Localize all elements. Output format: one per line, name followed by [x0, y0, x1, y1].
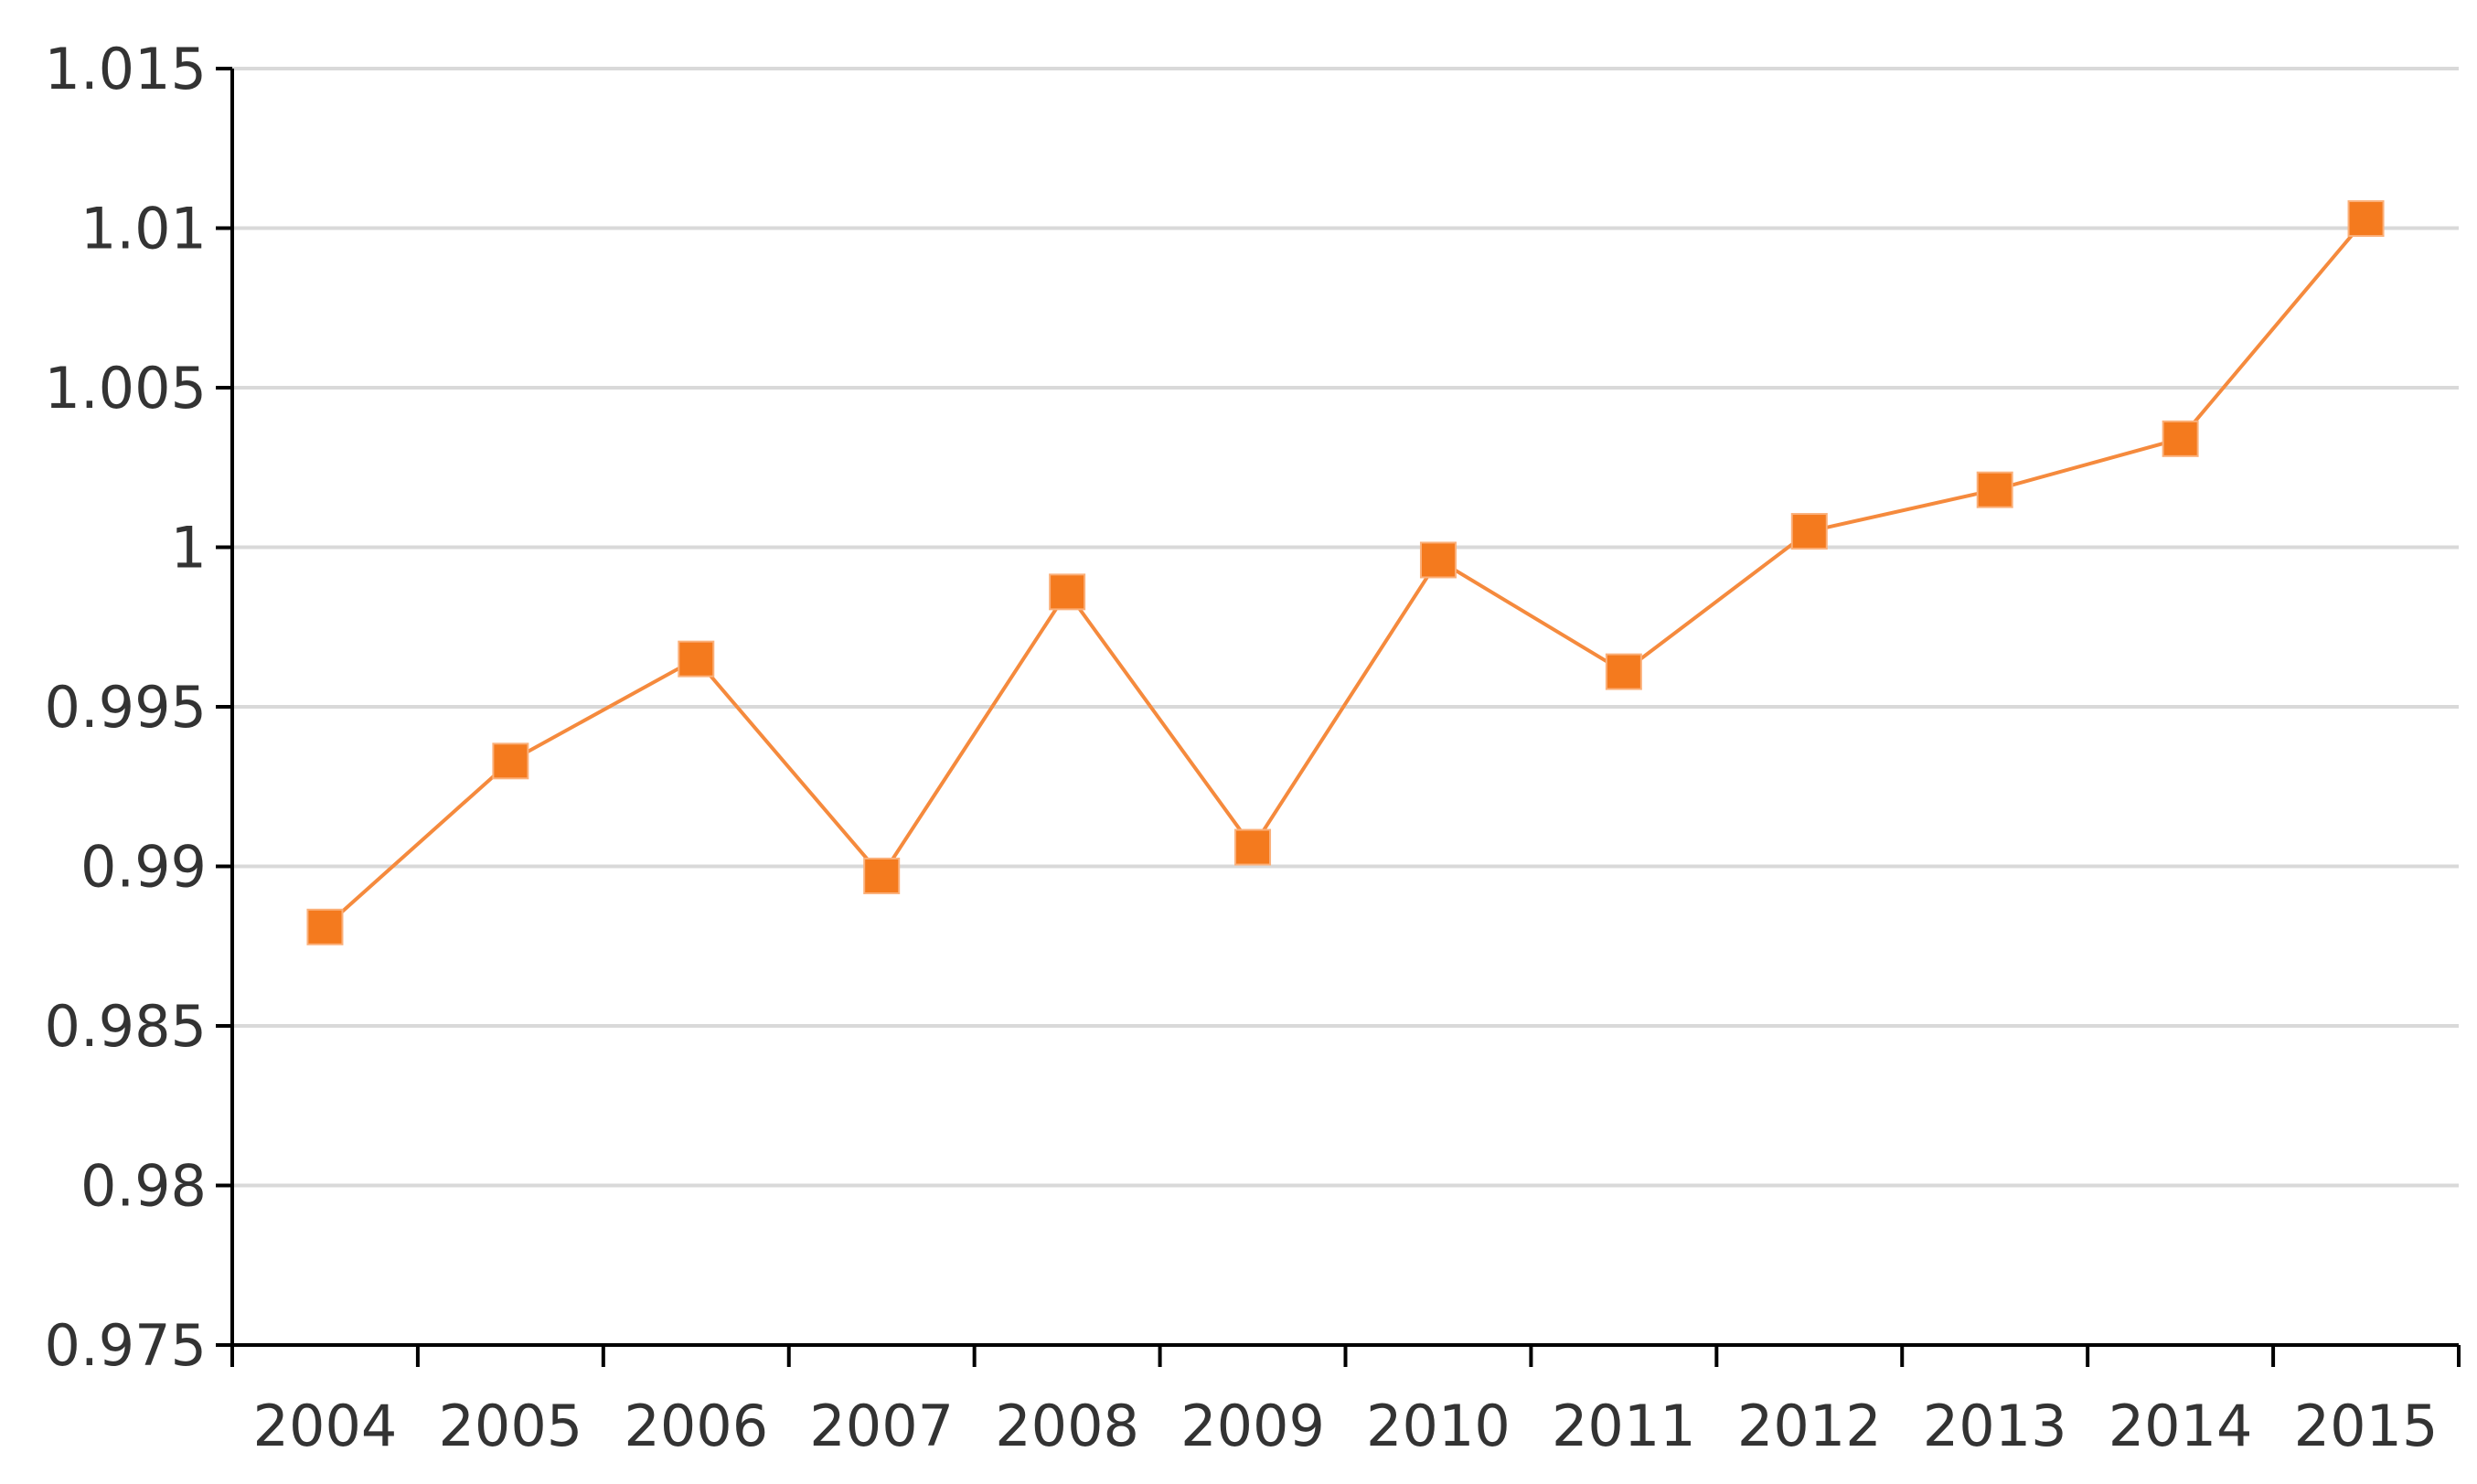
x-tick-label: 2007: [809, 1393, 954, 1459]
data-point-marker: [1049, 573, 1086, 611]
series: [306, 200, 2385, 945]
x-tick-label: 2009: [1180, 1393, 1325, 1459]
y-tick-label: 1.005: [45, 355, 208, 422]
series-line: [324, 217, 2368, 929]
x-tick-label: 2005: [438, 1393, 582, 1459]
data-point-marker: [863, 857, 901, 894]
x-axis-ticks: 2004 2005 2006 2007 2008 2009 2010 2011 2012 2013…: [230, 1345, 2461, 1459]
y-tick-label: 0.99: [80, 834, 207, 901]
x-tick-label: 2006: [624, 1393, 768, 1459]
data-point-marker: [1419, 541, 1457, 579]
y-tick-label: 0.98: [80, 1153, 207, 1220]
x-tick-label: 2013: [1923, 1393, 2067, 1459]
data-point-marker: [1790, 513, 1828, 550]
y-tick-label: 0.975: [45, 1312, 208, 1379]
x-tick-label: 2010: [1366, 1393, 1511, 1459]
y-tick-label: 0.995: [45, 674, 208, 741]
data-point-marker: [306, 908, 344, 945]
gridlines: [232, 67, 2459, 1188]
y-axis-ticks: 0.975 0.98 0.985 0.99 0.995 1 1.005 1.01 1.015: [45, 36, 232, 1379]
y-tick-label: 0.985: [45, 993, 208, 1060]
data-point-marker: [2347, 200, 2385, 238]
x-tick-label: 2008: [995, 1393, 1139, 1459]
data-point-marker: [1234, 828, 1272, 866]
y-tick-label: 1.01: [80, 196, 207, 262]
x-tick-label: 2011: [1552, 1393, 1696, 1459]
data-point-marker: [2162, 420, 2199, 457]
data-point-marker: [492, 742, 529, 780]
y-tick-label: 1: [171, 515, 207, 582]
data-point-marker: [1976, 471, 2013, 508]
x-tick-label: 2014: [2109, 1393, 2253, 1459]
y-tick-label: 1.015: [45, 36, 208, 102]
x-tick-label: 2012: [1737, 1393, 1882, 1459]
data-point-marker: [1605, 653, 1642, 690]
x-tick-label: 2004: [253, 1393, 398, 1459]
data-point-marker: [678, 640, 715, 678]
x-tick-label: 2015: [2294, 1393, 2439, 1459]
